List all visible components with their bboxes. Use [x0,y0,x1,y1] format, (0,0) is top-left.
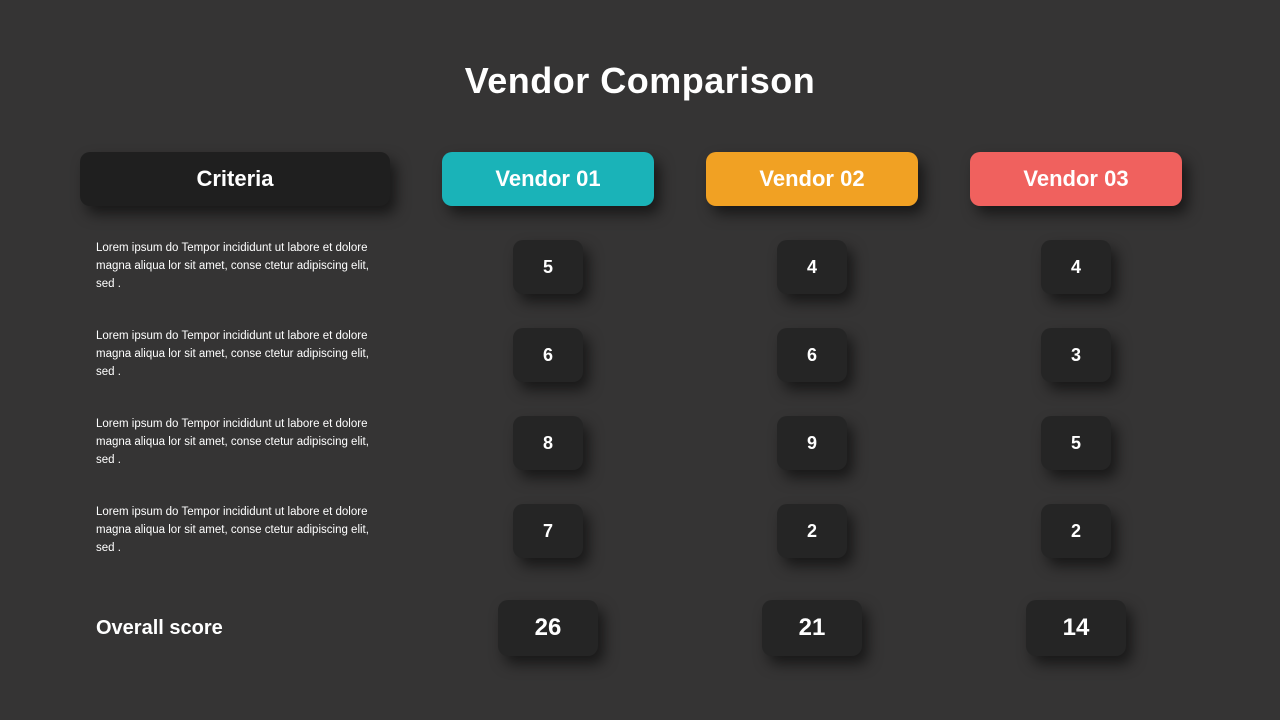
score-col: 6 [442,328,654,382]
score-box: 8 [513,416,583,470]
score-box: 5 [1041,416,1111,470]
slide: Vendor Comparison Criteria Vendor 01 Ven… [0,0,1280,720]
overall-label: Overall score [80,617,390,640]
score-col: 6 [706,328,918,382]
criteria-row: Lorem ipsum do Tempor incididunt ut labo… [80,328,1200,382]
score-col: 4 [970,240,1182,294]
overall-col: 21 [706,600,918,656]
score-col: 9 [706,416,918,470]
criteria-row: Lorem ipsum do Tempor incididunt ut labo… [80,416,1200,470]
criteria-row: Lorem ipsum do Tempor incididunt ut labo… [80,504,1200,558]
criteria-row: Lorem ipsum do Tempor incididunt ut labo… [80,240,1200,294]
overall-box: 26 [498,600,598,656]
slide-title: Vendor Comparison [80,0,1200,102]
overall-box: 21 [762,600,862,656]
header-row: Criteria Vendor 01 Vendor 02 Vendor 03 [80,152,1200,206]
score-box: 6 [777,328,847,382]
score-col: 7 [442,504,654,558]
score-col: 4 [706,240,918,294]
score-col: 5 [442,240,654,294]
score-box: 6 [513,328,583,382]
score-box: 2 [1041,504,1111,558]
score-box: 4 [777,240,847,294]
criteria-header: Criteria [80,152,390,206]
score-col: 8 [442,416,654,470]
score-box: 3 [1041,328,1111,382]
overall-box: 14 [1026,600,1126,656]
score-box: 7 [513,504,583,558]
criteria-text: Lorem ipsum do Tempor incididunt ut labo… [80,504,390,557]
score-col: 3 [970,328,1182,382]
criteria-text: Lorem ipsum do Tempor incididunt ut labo… [80,416,390,469]
score-box: 9 [777,416,847,470]
score-col: 5 [970,416,1182,470]
overall-col: 26 [442,600,654,656]
criteria-text: Lorem ipsum do Tempor incididunt ut labo… [80,240,390,293]
score-box: 2 [777,504,847,558]
score-box: 5 [513,240,583,294]
score-col: 2 [706,504,918,558]
vendor-header-2: Vendor 02 [706,152,918,206]
vendor-header-1: Vendor 01 [442,152,654,206]
vendor-header-3: Vendor 03 [970,152,1182,206]
criteria-text: Lorem ipsum do Tempor incididunt ut labo… [80,328,390,381]
overall-col: 14 [970,600,1182,656]
score-box: 4 [1041,240,1111,294]
overall-row: Overall score 26 21 14 [80,600,1200,656]
score-col: 2 [970,504,1182,558]
